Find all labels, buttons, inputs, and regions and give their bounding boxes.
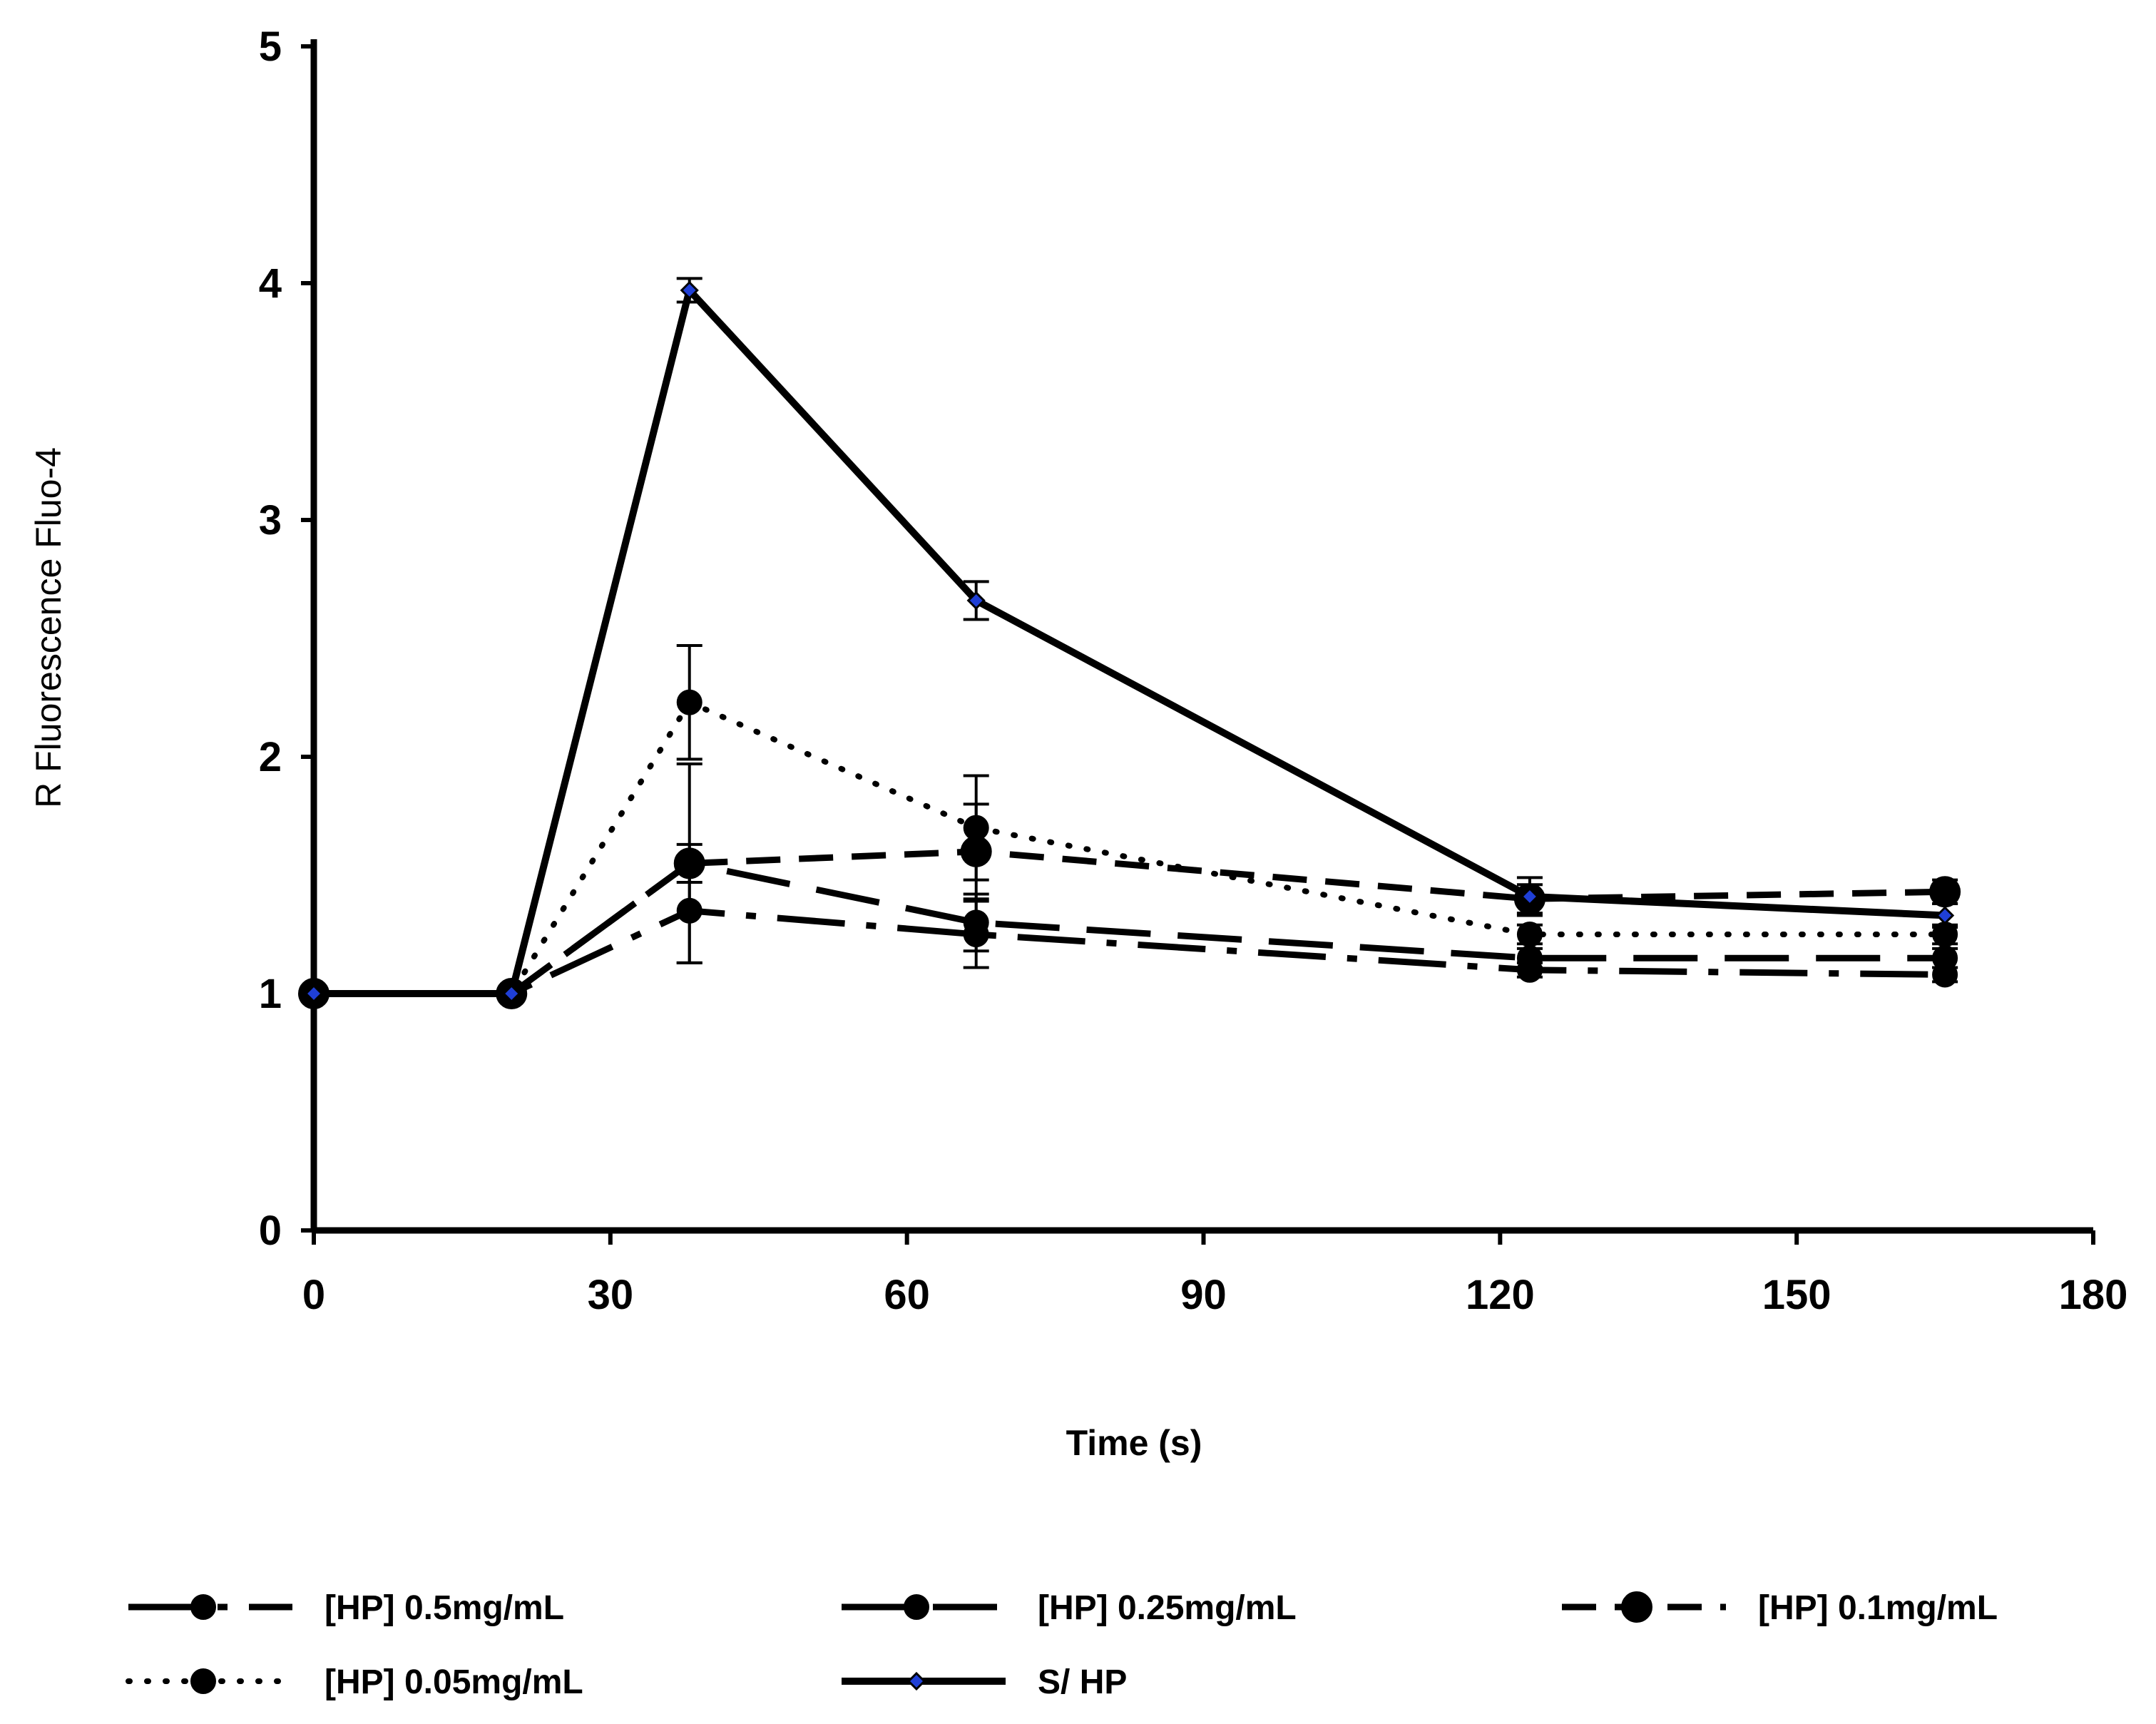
legend-marker xyxy=(1621,1591,1652,1623)
x-tick-label: 90 xyxy=(1180,1272,1227,1318)
series-line xyxy=(314,286,1946,997)
x-tick-label: 120 xyxy=(1466,1272,1535,1318)
x-tick-label: 60 xyxy=(884,1272,930,1318)
series-line xyxy=(311,699,1948,996)
legend-item-1: [HP] 0.25mg/mL xyxy=(842,1589,1297,1627)
y-tick-label: 1 xyxy=(259,971,282,1017)
legend-label: [HP] 0.25mg/mL xyxy=(1038,1589,1297,1627)
y-tick-label: 4 xyxy=(259,260,282,307)
data-point xyxy=(1935,906,1955,925)
legend-label: [HP] 0.1mg/mL xyxy=(1758,1589,1998,1627)
data-point xyxy=(680,280,699,300)
data-point xyxy=(963,909,989,936)
y-tick-label: 2 xyxy=(259,734,282,780)
y-axis-title: R Fluorescence Fluo-4 xyxy=(29,447,68,808)
x-axis-title: Time (s) xyxy=(1066,1423,1202,1463)
data-point xyxy=(1516,945,1543,971)
y-tick-label: 0 xyxy=(259,1208,282,1254)
x-tick-label: 0 xyxy=(302,1272,325,1318)
series-4 xyxy=(304,277,1958,1004)
x-tick-label: 30 xyxy=(588,1272,634,1318)
legend-marker xyxy=(190,1668,216,1694)
legend-item-3: [HP] 0.05mg/mL xyxy=(126,1663,583,1701)
data-point xyxy=(1520,887,1540,907)
legend-marker xyxy=(906,1671,926,1691)
data-point xyxy=(676,689,703,715)
data-point xyxy=(1516,922,1543,947)
legend-label: S/ HP xyxy=(1038,1663,1127,1701)
series-line xyxy=(314,907,1946,997)
legend-marker xyxy=(190,1594,216,1620)
data-point xyxy=(966,591,986,611)
series-line xyxy=(314,860,1946,997)
data-point xyxy=(963,815,989,841)
series-3 xyxy=(301,643,1958,1006)
x-tick-label: 180 xyxy=(2059,1272,2128,1318)
data-point xyxy=(673,847,705,879)
legend-item-2: [HP] 0.1mg/mL xyxy=(1562,1589,1998,1627)
legend-label: [HP] 0.05mg/mL xyxy=(325,1663,583,1701)
legend-marker xyxy=(904,1594,929,1620)
data-point xyxy=(1932,945,1958,971)
legend-label: [HP] 0.5mg/mL xyxy=(325,1589,564,1627)
data-point xyxy=(502,984,521,1004)
legend-item-0: [HP] 0.5mg/mL xyxy=(128,1589,564,1627)
x-tick-label: 150 xyxy=(1762,1272,1831,1318)
y-tick-label: 3 xyxy=(259,497,282,544)
data-point xyxy=(304,984,324,1004)
legend-item-4: S/ HP xyxy=(842,1663,1127,1701)
y-tick-label: 5 xyxy=(259,24,282,70)
